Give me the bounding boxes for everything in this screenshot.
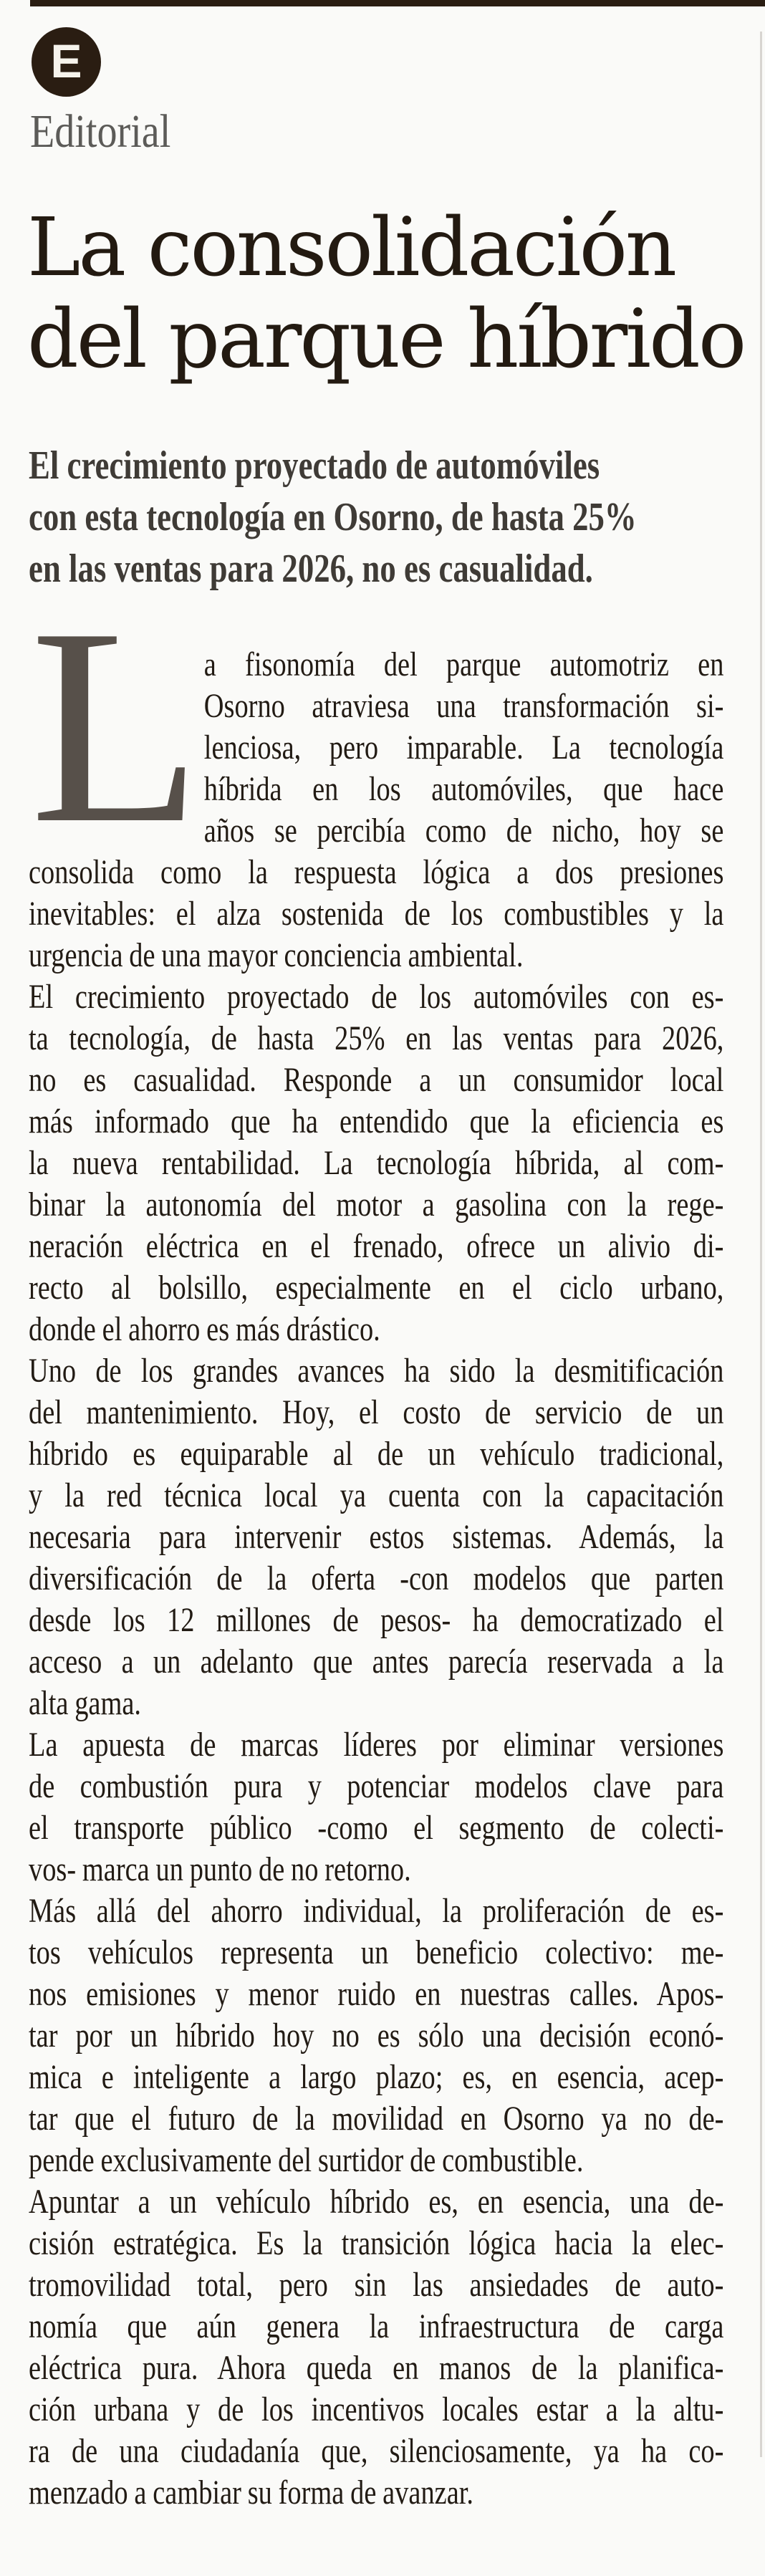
standfirst-line: El crecimiento proyectado de automóviles [29,443,600,488]
body-line: ta tecnología, de hasta 25% en las venta… [29,1019,724,1057]
standfirst-line: con esta tecnología en Osorno, de hasta … [29,495,637,539]
body-line: Apuntar a un vehículo híbrido es, en ese… [29,2183,724,2221]
body-line: Uno de los grandes avances ha sido la de… [29,1352,724,1390]
standfirst-line: en las ventas para 2026, no es casualida… [29,547,593,591]
body-line: el transporte público -como el segmento … [29,1809,724,1847]
headline-line: La consolidación [27,201,677,294]
body-line: pende exclusivamente del surtidor de com… [29,2141,584,2179]
headline: La consolidación del parque híbrido [27,202,751,385]
body-line: La apuesta de marcas líderes por elimina… [29,1726,724,1764]
body-line: mica e inteligente a largo plazo; es, en… [29,2058,724,2096]
body-line: urgencia de una mayor conciencia ambient… [29,936,524,974]
body-line: recto al bolsillo, especialmente en el c… [29,1269,724,1307]
editorial-section-logo: E [32,27,101,97]
body-line: la nueva rentabilidad. La tecnología híb… [29,1144,724,1182]
body-line: tar por un híbrido hoy no es sólo una de… [29,2017,724,2054]
body-line: inevitables: el alza sostenida de los co… [29,895,724,933]
body-line: necesaria para intervenir estos sistemas… [29,1518,724,1556]
body-line: ción urbana y de los incentivos locales … [29,2390,724,2428]
body-line: acceso a un adelanto que antes parecía r… [29,1643,724,1681]
body-line: tromovilidad total, pero sin las ansieda… [29,2266,724,2304]
body-line: Más allá del ahorro individual, la proli… [29,1892,724,1930]
body-line: híbrido es equiparable al de un vehículo… [29,1435,724,1473]
body-line: lenciosa, pero imparable. La tecnología [203,729,724,766]
body-line: más informado que ha entendido que la ef… [29,1102,724,1140]
body-line: a fisonomía del parque automotriz en [203,645,724,683]
body-line: nomía que aún genera la infraestructura … [29,2307,724,2345]
body-line: tos vehículos representa un beneficio co… [29,1933,724,1971]
top-rule [30,0,765,6]
body-line: diversificación de la oferta -con modelo… [29,1559,724,1597]
body-line: años se percibía como de nicho, hoy se [203,812,724,850]
body-line: tar que el futuro de la movilidad en Oso… [29,2100,724,2138]
standfirst: El crecimiento proyectado de automóviles… [29,440,727,595]
article-body: a fisonomía del parque automotriz en Osor… [29,644,723,2514]
body-line: eléctrica pura. Ahora queda en manos de … [29,2349,724,2387]
body-line: donde el ahorro es más drástico. [29,1310,380,1348]
body-line: Osorno atraviesa una transformación si- [203,687,724,725]
body-line: de combustión pura y potenciar modelos c… [29,1767,724,1805]
logo-letter: E [50,34,82,87]
body-line: cisión estratégica. Es la transición lóg… [29,2224,724,2262]
column-divider-rule [760,32,762,2457]
body-line: menzado a cambiar su forma de avanzar. [29,2474,474,2512]
section-label: Editorial [30,105,171,158]
body-line: binar la autonomía del motor a gasolina … [29,1186,724,1224]
body-line: híbrida en los automóviles, que hace [203,770,724,808]
body-line: vos- marca un punto de no retorno. [29,1850,411,1888]
body-line: neración eléctrica en el frenado, ofrece… [29,1227,724,1265]
body-line: del mantenimiento. Hoy, el costo de serv… [29,1393,724,1431]
body-line: no es casualidad. Responde a un consumid… [29,1061,724,1099]
drop-cap: L [30,570,202,881]
body-line: consolida como la respuesta lógica a dos… [29,853,724,891]
body-line: nos emisiones y menor ruido en nuestras … [29,1975,724,2013]
body-line: El crecimiento proyectado de los automóv… [29,978,724,1016]
body-line: y la red técnica local ya cuenta con la … [29,1476,724,1514]
body-line: ra de una ciudadanía que, silenciosament… [29,2432,724,2470]
body-line: desde los 12 millones de pesos- ha democ… [29,1601,724,1639]
body-line: alta gama. [29,1684,141,1722]
headline-line: del parque híbrido [27,293,746,386]
